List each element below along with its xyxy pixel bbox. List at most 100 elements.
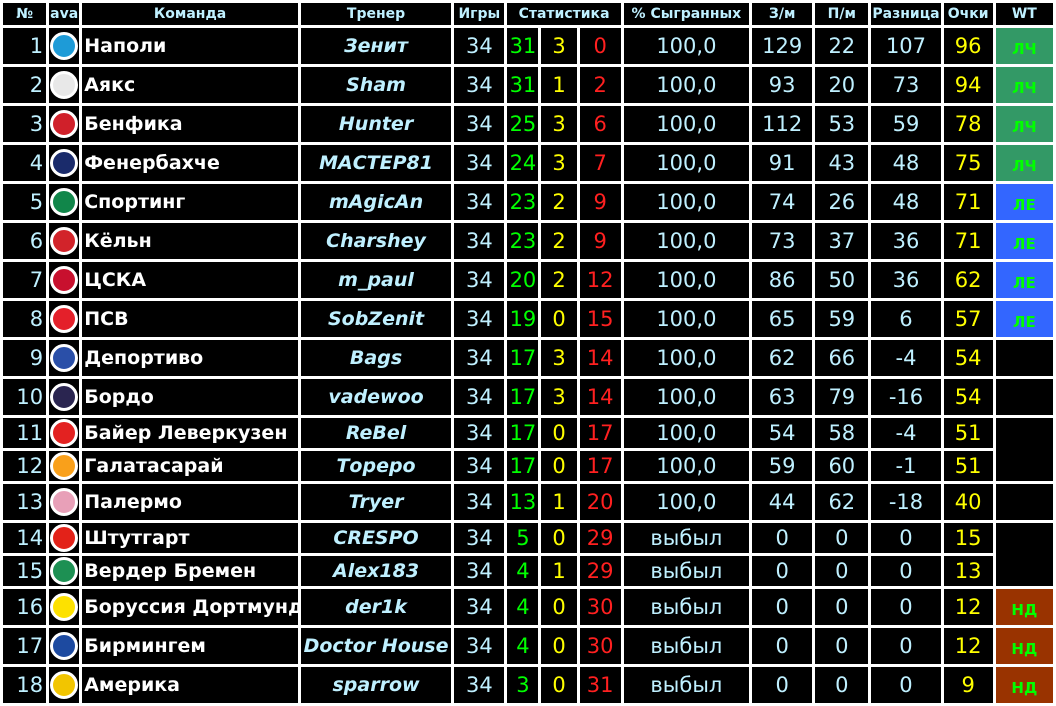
team-crest-icon bbox=[50, 188, 78, 216]
games-cell: 34 bbox=[451, 481, 508, 523]
games-cell: 34 bbox=[451, 142, 508, 184]
points-cell: 75 bbox=[940, 142, 996, 184]
played-pct-cell: выбыл bbox=[620, 553, 753, 589]
header-coach: Тренер bbox=[297, 0, 455, 28]
games-cell: 34 bbox=[451, 64, 508, 106]
draws-cell: 0 bbox=[538, 415, 580, 451]
wins-cell: 17 bbox=[504, 337, 542, 379]
crest-cell bbox=[46, 625, 83, 667]
wt-badge: НД bbox=[992, 625, 1056, 667]
position-cell: 15 bbox=[0, 553, 50, 589]
games-cell: 34 bbox=[451, 553, 508, 589]
position-cell: 2 bbox=[0, 64, 50, 106]
goals-for-cell: 59 bbox=[749, 448, 816, 484]
games-cell: 34 bbox=[451, 520, 508, 556]
goals-for-cell: 0 bbox=[749, 520, 816, 556]
wt-badge: ЛЕ bbox=[992, 220, 1056, 262]
team-name: Вердер Бремен bbox=[79, 553, 301, 589]
table-row: 2 Аякс Sham 34 31 1 2 100,0 93 20 73 94 ЛЧ bbox=[0, 64, 1056, 106]
team-name: Байер Леверкузен bbox=[79, 415, 301, 451]
losses-cell: 12 bbox=[576, 259, 624, 301]
wins-cell: 5 bbox=[504, 520, 542, 556]
goals-for-cell: 73 bbox=[749, 220, 816, 262]
losses-cell: 6 bbox=[576, 103, 624, 145]
wt-badge: ЛЧ bbox=[992, 64, 1056, 106]
table-row: 15 Вердер Бремен Alex183 34 4 1 29 выбыл 0 0 0 13 bbox=[0, 553, 1055, 589]
played-pct-cell: 100,0 bbox=[620, 481, 753, 523]
header-points: Очки bbox=[940, 0, 996, 28]
table-row: 3 Бенфика Hunter 34 25 3 6 100,0 112 53 59 78 ЛЧ bbox=[0, 103, 1056, 145]
team-crest-icon bbox=[50, 71, 78, 99]
goals-for-cell: 0 bbox=[749, 625, 816, 667]
goals-for-cell: 63 bbox=[749, 376, 816, 418]
team-name: ЦСКА bbox=[79, 259, 301, 301]
table-row: 11 Байер Леверкузен ReBel 34 17 0 17 100,0 54 58-… bbox=[0, 415, 1056, 484]
wt-badge: ЛЕ bbox=[992, 181, 1056, 223]
table-row: 6 Кёльн Charshey 34 23 2 9 100,0 73 37 36 71 ЛЕ bbox=[0, 220, 1056, 262]
wt-badge bbox=[992, 520, 1056, 589]
played-pct-cell: 100,0 bbox=[620, 376, 753, 418]
goal-diff-cell: -1 bbox=[868, 448, 944, 484]
played-pct-cell: 100,0 bbox=[620, 181, 753, 223]
points-cell: 94 bbox=[940, 64, 996, 106]
position-cell: 12 bbox=[0, 448, 50, 484]
played-pct-cell: 100,0 bbox=[620, 259, 753, 301]
team-crest-icon bbox=[50, 524, 78, 552]
draws-cell: 2 bbox=[538, 181, 580, 223]
losses-cell: 30 bbox=[576, 625, 624, 667]
goal-diff-cell: 48 bbox=[868, 181, 944, 223]
coach-name: Tryer bbox=[297, 481, 455, 523]
wt-badge bbox=[992, 481, 1056, 523]
coach-name: m_paul bbox=[297, 259, 455, 301]
played-pct-cell: 100,0 bbox=[620, 103, 753, 145]
goals-against-cell: 59 bbox=[812, 298, 872, 340]
losses-cell: 14 bbox=[576, 376, 624, 418]
played-pct-cell: 100,0 bbox=[620, 142, 753, 184]
team-name: Наполи bbox=[79, 25, 301, 67]
position-cell: 4 bbox=[0, 142, 50, 184]
goal-diff-cell: 59 bbox=[868, 103, 944, 145]
crest-cell bbox=[46, 64, 83, 106]
wins-cell: 23 bbox=[504, 181, 542, 223]
losses-cell: 7 bbox=[576, 142, 624, 184]
coach-name: Charshey bbox=[297, 220, 455, 262]
goals-against-cell: 60 bbox=[812, 448, 872, 484]
wt-badge: НД bbox=[992, 664, 1056, 706]
team-crest-icon bbox=[50, 227, 78, 255]
position-cell: 17 bbox=[0, 625, 50, 667]
goal-diff-cell: 36 bbox=[868, 259, 944, 301]
draws-cell: 3 bbox=[538, 142, 580, 184]
coach-name: Doctor House bbox=[297, 625, 455, 667]
coach-name: SobZenit bbox=[297, 298, 455, 340]
crest-cell bbox=[46, 520, 83, 556]
goals-against-cell: 66 bbox=[812, 337, 872, 379]
draws-cell: 3 bbox=[538, 337, 580, 379]
played-pct-cell: выбыл bbox=[620, 664, 753, 706]
team-name: Бирмингем bbox=[79, 625, 301, 667]
goals-for-cell: 86 bbox=[749, 259, 816, 301]
team-name: Боруссия Дортмунд bbox=[79, 586, 301, 628]
wins-cell: 13 bbox=[504, 481, 542, 523]
draws-cell: 2 bbox=[538, 220, 580, 262]
losses-cell: 9 bbox=[576, 220, 624, 262]
goals-for-cell: 91 bbox=[749, 142, 816, 184]
draws-cell: 2 bbox=[538, 259, 580, 301]
draws-cell: 3 bbox=[538, 25, 580, 67]
points-cell: 57 bbox=[940, 298, 996, 340]
goal-diff-cell: 0 bbox=[868, 553, 944, 589]
coach-name: CRESPO bbox=[297, 520, 455, 556]
coach-name: mAgicAn bbox=[297, 181, 455, 223]
draws-cell: 0 bbox=[538, 298, 580, 340]
wins-cell: 31 bbox=[504, 64, 542, 106]
coach-name: Bags bbox=[297, 337, 455, 379]
table-row: 5 Спортинг mAgicAn 34 23 2 9 100,0 74 26 48 71 ЛЕ bbox=[0, 181, 1056, 223]
table-row: 18 Америка sparrow 34 3 0 31 выбыл 0 0 0 9 НД bbox=[0, 664, 1056, 706]
team-crest-icon bbox=[50, 149, 78, 177]
goals-against-cell: 26 bbox=[812, 181, 872, 223]
wins-cell: 24 bbox=[504, 142, 542, 184]
crest-cell bbox=[46, 376, 83, 418]
position-cell: 5 bbox=[0, 181, 50, 223]
games-cell: 34 bbox=[451, 259, 508, 301]
team-name: Аякс bbox=[79, 64, 301, 106]
games-cell: 34 bbox=[451, 181, 508, 223]
